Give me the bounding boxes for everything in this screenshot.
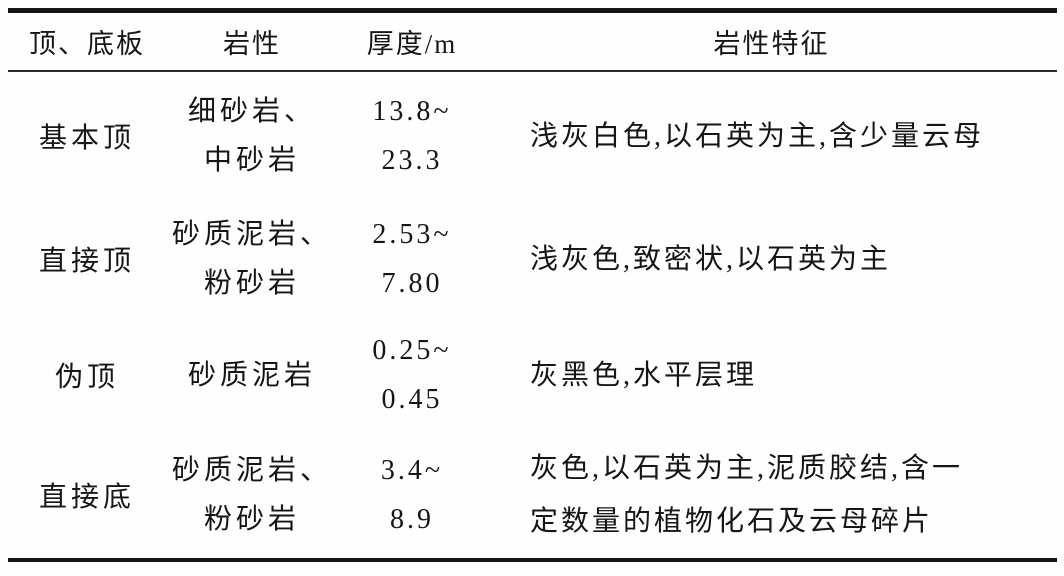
thickness-line: 8.9 <box>390 504 434 535</box>
cell-thickness: 2.53~ 7.80 <box>338 210 486 308</box>
cell-position: 基本顶 <box>38 123 135 154</box>
table-header-row: 顶、底板 岩性 厚度/m 岩性特征 <box>8 13 1057 72</box>
cell-features: 灰黑色,水平层理 <box>486 349 1057 402</box>
features-line: 浅灰白色,以石英为主,含少量云母 <box>530 120 985 152</box>
cell-features: 灰色,以石英为主,泥质胶结,含一 定数量的植物化石及云母碎片 <box>486 442 1057 548</box>
column-header-features: 岩性特征 <box>713 29 830 59</box>
thickness-line: 0.25~ <box>372 335 452 366</box>
thickness-line: 3.4~ <box>380 455 444 486</box>
cell-lithology: 砂质泥岩 <box>166 351 338 400</box>
table-row: 直接顶 砂质泥岩、 粉砂岩 2.53~ 7.80 浅灰色,致密状,以石英为主 <box>8 200 1057 318</box>
lithology-line: 砂质泥岩、 <box>171 219 332 250</box>
lithology-line: 中砂岩 <box>203 145 300 176</box>
features-line: 定数量的植物化石及云母碎片 <box>530 506 934 537</box>
thickness-line: 2.53~ <box>372 219 452 250</box>
lithology-line: 粉砂岩 <box>203 504 300 535</box>
lithology-line: 砂质泥岩、 <box>171 455 332 486</box>
cell-position: 伪顶 <box>54 362 119 393</box>
cell-features: 浅灰白色,以石英为主,含少量云母 <box>486 110 1057 163</box>
cell-thickness: 13.8~ 23.3 <box>338 87 486 185</box>
strata-table: 顶、底板 岩性 厚度/m 岩性特征 基本顶 细砂岩、 中砂岩 13.8~ 23.… <box>8 8 1057 562</box>
column-header-lithology: 岩性 <box>223 29 281 59</box>
table-row: 直接底 砂质泥岩、 粉砂岩 3.4~ 8.9 灰色,以石英为主,泥质胶结,含一 … <box>8 432 1057 558</box>
lithology-line: 砂质泥岩 <box>187 359 316 391</box>
cell-features: 浅灰色,致密状,以石英为主 <box>486 233 1057 286</box>
table-row: 基本顶 细砂岩、 中砂岩 13.8~ 23.3 浅灰白色,以石英为主,含少量云母 <box>8 72 1057 200</box>
thickness-line: 0.45 <box>381 384 443 415</box>
cell-position: 直接底 <box>38 482 135 513</box>
thickness-line: 23.3 <box>381 145 443 176</box>
features-line: 灰色,以石英为主,泥质胶结,含一 <box>530 453 964 484</box>
column-header-thickness: 厚度/m <box>366 29 458 59</box>
cell-lithology: 细砂岩、 中砂岩 <box>166 87 338 185</box>
lithology-line: 粉砂岩 <box>203 268 300 299</box>
cell-position: 直接顶 <box>38 246 135 277</box>
cell-thickness: 3.4~ 8.9 <box>338 446 486 544</box>
cell-lithology: 砂质泥岩、 粉砂岩 <box>166 210 338 308</box>
column-header-roof-floor: 顶、底板 <box>29 29 145 59</box>
table-row: 伪顶 砂质泥岩 0.25~ 0.45 灰黑色,水平层理 <box>8 318 1057 432</box>
features-line: 浅灰色,致密状,以石英为主 <box>530 243 892 275</box>
lithology-line: 细砂岩、 <box>187 96 316 127</box>
thickness-line: 13.8~ <box>372 96 452 127</box>
cell-thickness: 0.25~ 0.45 <box>338 326 486 424</box>
features-line: 灰黑色,水平层理 <box>530 359 758 391</box>
cell-lithology: 砂质泥岩、 粉砂岩 <box>166 446 338 544</box>
thickness-line: 7.80 <box>381 268 443 299</box>
